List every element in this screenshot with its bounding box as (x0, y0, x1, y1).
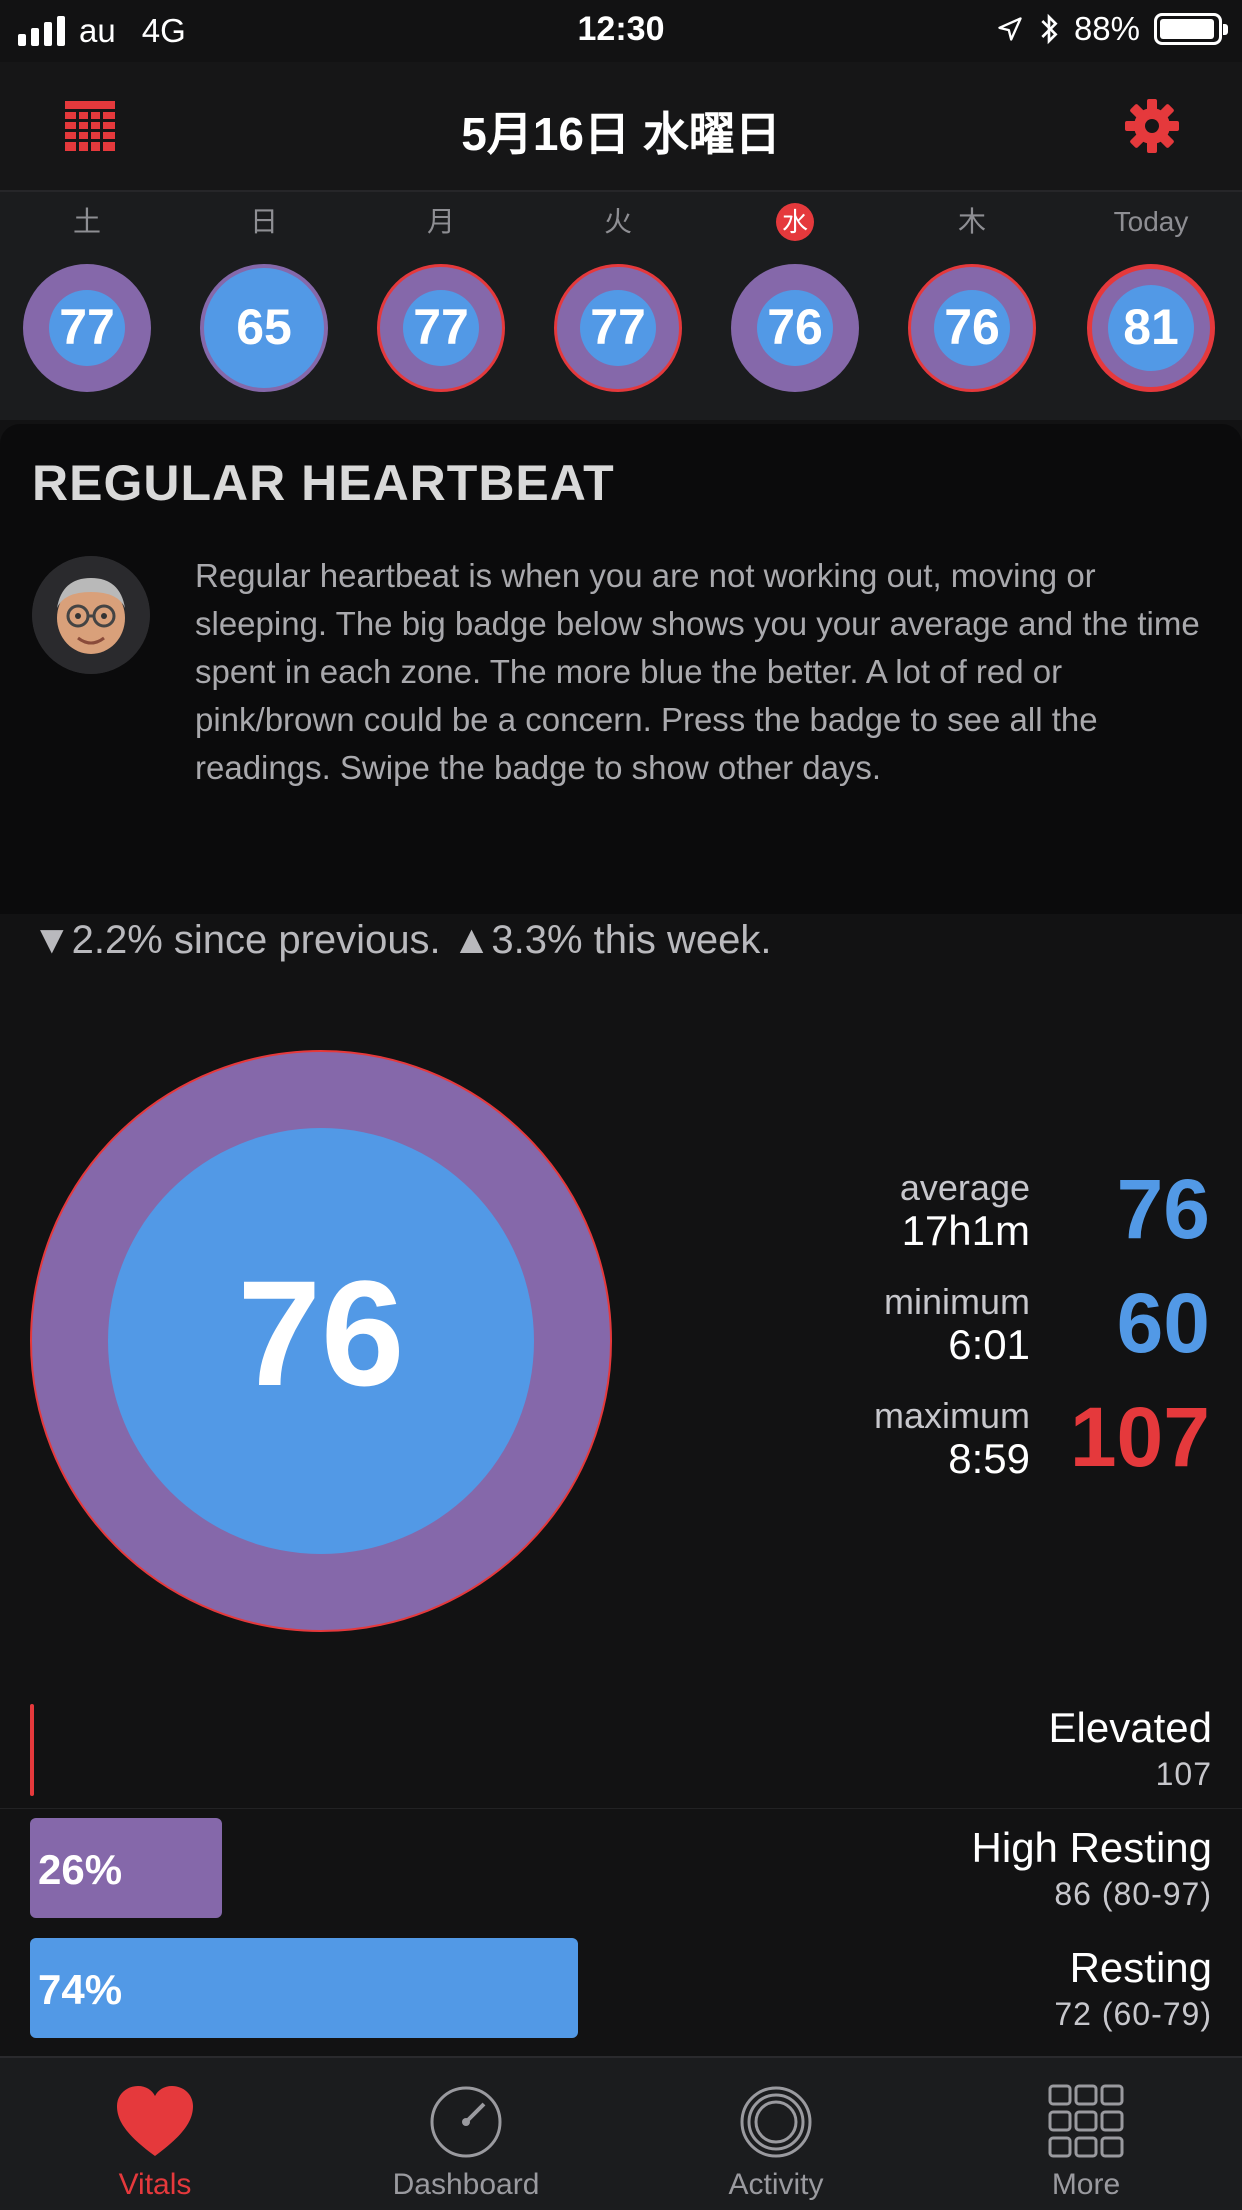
stat-minimum: minimum 6:01 60 (650, 1278, 1210, 1396)
day-badge[interactable]: 76 (731, 264, 859, 392)
day-sat[interactable]: 土 77 (17, 202, 157, 392)
stat-value: 107 (1069, 1390, 1210, 1484)
stat-sub: 6:01 (948, 1321, 1030, 1368)
zone-elevated: Elevated 107 (30, 1700, 1212, 1800)
day-thu[interactable]: 木 76 (902, 202, 1042, 392)
stat-label: maximum (873, 1395, 1030, 1436)
stat-average: average 17h1m 76 (650, 1164, 1210, 1282)
battery-icon (1154, 13, 1228, 45)
trend-text: ▼2.2% since previous. ▲3.3% this week. (32, 918, 772, 962)
location-icon (998, 17, 1022, 41)
day-badge[interactable]: 81 (1087, 264, 1215, 392)
zone-value: 86 (80-97) (1054, 1876, 1212, 1912)
zone-name: Elevated (1048, 1704, 1212, 1751)
day-value: 77 (590, 299, 646, 355)
status-right: 88% (996, 10, 1228, 48)
doctor-avatar-icon (32, 556, 150, 674)
avatar (32, 556, 150, 674)
tab-dashboard[interactable]: Dashboard (366, 2084, 566, 2202)
divider (0, 1808, 1242, 1809)
week-strip: 土 77 日 65 月 77 火 77 水 76 木 76 Today (0, 192, 1242, 420)
day-label: 水 (776, 203, 814, 241)
page-title: 5月16日 水曜日 (461, 108, 781, 160)
info-card: REGULAR HEARTBEAT Regular heartbeat is w… (0, 424, 1242, 914)
tab-more[interactable]: More (986, 2084, 1186, 2202)
zone-percent: 74% (38, 1966, 123, 2013)
gauge-icon (430, 2086, 502, 2158)
zone-name: Resting (1069, 1944, 1212, 1991)
bluetooth-icon (1041, 13, 1058, 45)
card-title: REGULAR HEARTBEAT (32, 455, 615, 511)
day-value: 77 (59, 299, 115, 355)
day-label: 日 (249, 206, 278, 237)
stat-label: minimum (883, 1281, 1030, 1322)
day-tue[interactable]: 火 77 (548, 202, 688, 392)
tab-activity[interactable]: Activity (676, 2084, 876, 2202)
tab-vitals[interactable]: Vitals (55, 2084, 255, 2202)
day-value: 77 (413, 299, 469, 355)
zone-value: 107 (1155, 1756, 1212, 1792)
badge-value: 76 (237, 1249, 405, 1417)
stat-sub: 17h1m (901, 1207, 1030, 1254)
badge-inner (108, 1128, 534, 1554)
zone-name: High Resting (971, 1824, 1212, 1871)
day-label: 土 (72, 206, 101, 237)
day-sun[interactable]: 日 65 (194, 202, 334, 392)
day-badge[interactable]: 76 (908, 264, 1036, 392)
day-value: 76 (944, 299, 1000, 355)
tab-label: Dashboard (392, 2168, 540, 2201)
day-label: 月 (426, 206, 455, 237)
day-value: 81 (1123, 299, 1179, 355)
day-badge[interactable]: 77 (554, 264, 682, 392)
gear-icon[interactable] (1124, 98, 1180, 154)
tab-label: Vitals (118, 2168, 192, 2201)
status-time: 12:30 (577, 10, 665, 48)
tab-label: Activity (728, 2168, 824, 2201)
day-label: 木 (957, 206, 986, 237)
carrier-label: au (79, 12, 116, 49)
signal-icon (18, 16, 65, 46)
day-badge[interactable]: 77 (23, 264, 151, 392)
stat-label: average (899, 1167, 1030, 1208)
card-description: Regular heartbeat is when you are not wo… (195, 557, 1200, 786)
day-mon[interactable]: 月 77 (371, 202, 511, 392)
tab-bar: Vitals Dashboard Activity More (0, 2056, 1242, 2210)
day-today[interactable]: Today 81 (1081, 202, 1221, 392)
stat-value: 60 (1116, 1276, 1210, 1370)
zone-bar (30, 1704, 34, 1796)
day-label-selected: 水 (725, 202, 865, 242)
grid-icon (1048, 2084, 1124, 2158)
day-badge[interactable]: 77 (377, 264, 505, 392)
day-value: 65 (236, 299, 292, 355)
tab-label: More (1051, 2168, 1121, 2201)
zone-high-resting: 26% High Resting 86 (80-97) (30, 1818, 1212, 1918)
day-badge[interactable]: 65 (200, 264, 328, 392)
average-badge[interactable]: 76 (30, 1050, 612, 1632)
zone-value: 72 (60-79) (1054, 1996, 1212, 2032)
stats-panel: average 17h1m 76 minimum 6:01 60 maximum… (650, 1164, 1210, 1510)
day-value: 76 (767, 299, 823, 355)
day-wed[interactable]: 水 76 (725, 202, 865, 392)
zone-resting: 74% Resting 72 (60-79) (30, 1938, 1212, 2038)
zone-bar (30, 1938, 578, 2038)
day-label: Today (1113, 206, 1189, 237)
activity-rings-icon (740, 2086, 812, 2158)
stat-sub: 8:59 (948, 1435, 1030, 1482)
status-bar: au 4G 12:30 88% (0, 0, 1242, 62)
zone-bar (30, 1818, 222, 1918)
stat-maximum: maximum 8:59 107 (650, 1392, 1210, 1510)
zone-percent: 26% (38, 1846, 123, 1893)
nav-bar: 5月16日 水曜日 (0, 62, 1242, 192)
status-left: au 4G (18, 12, 186, 50)
day-label: 火 (603, 206, 632, 237)
battery-percent: 88% (1073, 10, 1140, 47)
stat-value: 76 (1116, 1162, 1210, 1256)
calendar-icon[interactable] (64, 100, 116, 152)
heart-icon (117, 2086, 193, 2156)
network-label: 4G (141, 12, 186, 49)
